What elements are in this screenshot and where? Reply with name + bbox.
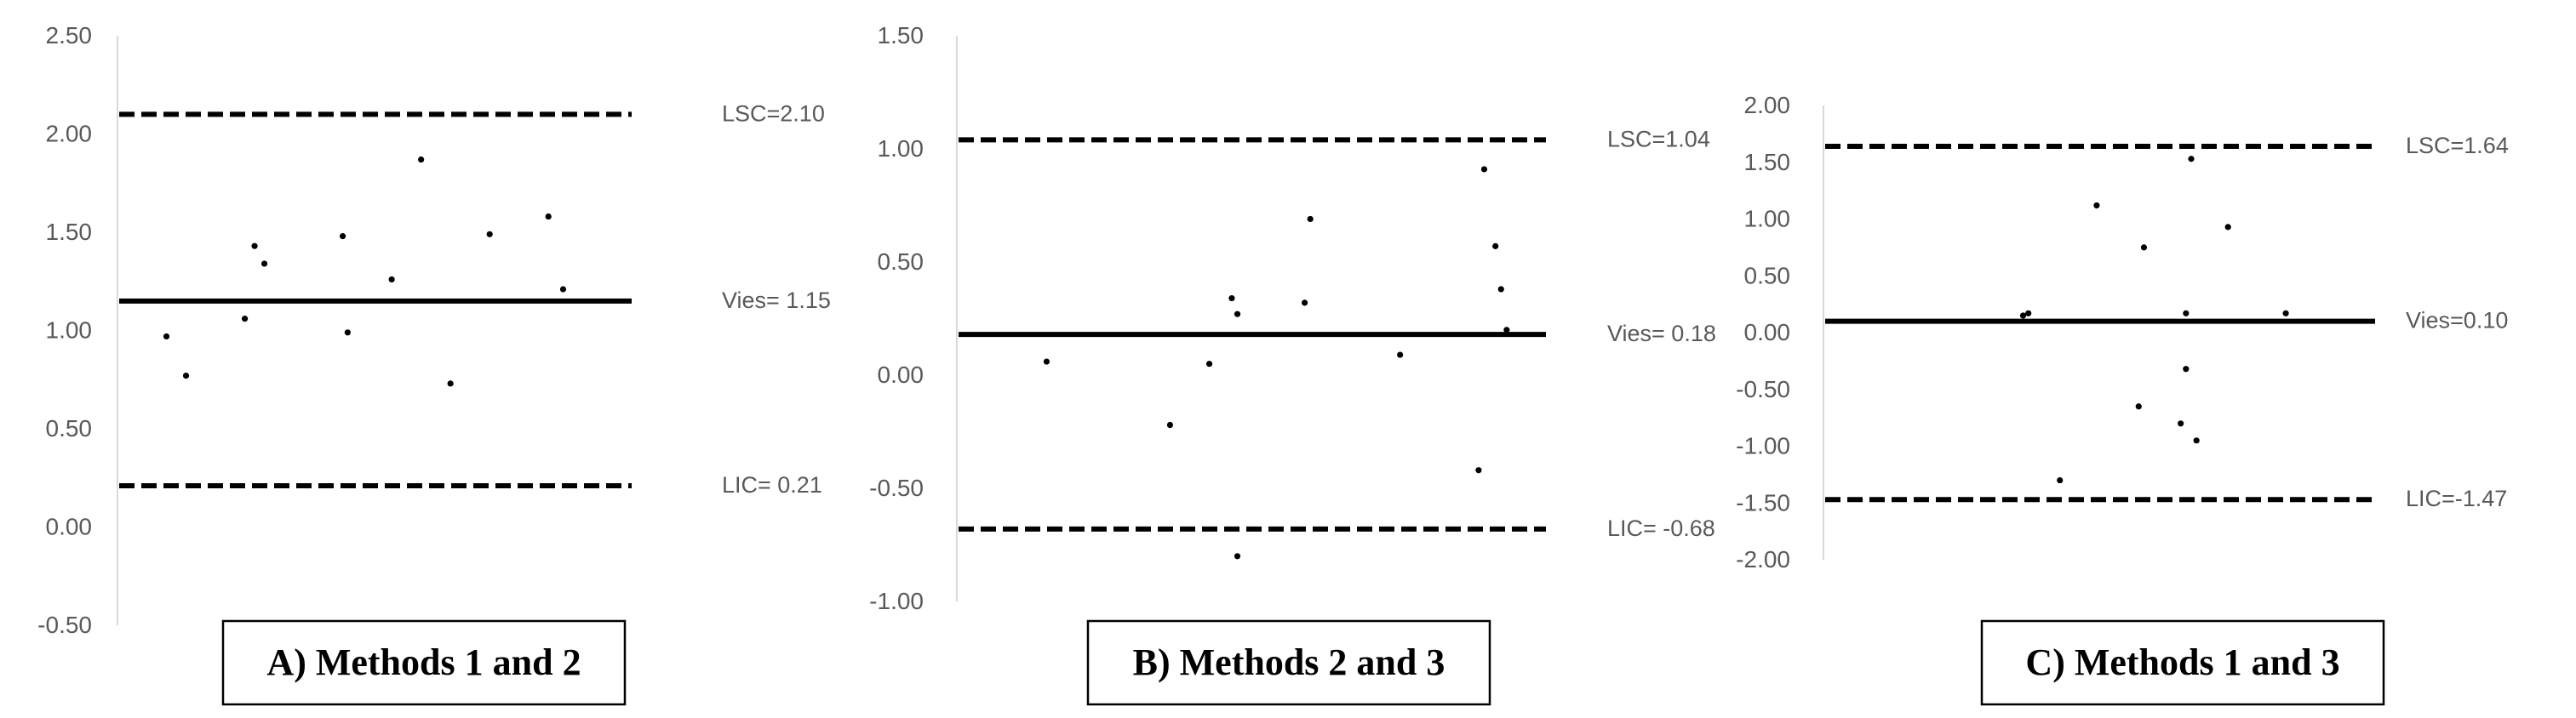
y-tick-label: 1.50 <box>1744 149 1791 175</box>
y-tick-label: 1.00 <box>878 135 924 162</box>
y-tick-label: 0.50 <box>878 248 924 275</box>
data-point <box>1166 421 1174 429</box>
data-point <box>2193 437 2200 444</box>
data-point <box>2025 310 2032 316</box>
caption-box <box>1980 619 2385 706</box>
y-tick-label: 0.50 <box>46 415 93 442</box>
data-point <box>1480 166 1488 173</box>
data-point <box>241 316 249 322</box>
data-point <box>545 213 552 220</box>
caption-box <box>1086 619 1491 706</box>
y-tick-label: 1.00 <box>46 317 93 344</box>
data-point <box>1234 311 1241 317</box>
data-point <box>559 286 567 293</box>
data-point <box>1228 294 1235 302</box>
y-tick-label: 0.00 <box>878 362 924 388</box>
y-tick-label: 2.00 <box>1744 92 1791 118</box>
reference-label-vies: Vies= 1.15 <box>722 288 831 313</box>
y-tick-label: 2.00 <box>46 121 93 147</box>
data-point <box>260 260 268 267</box>
panel-a: -0.50 0.00 0.50 1.00 1.50 2.00 2.50 LSC=2.10 Vie… <box>37 22 831 706</box>
reference-label-lsc: LSC=2.10 <box>722 100 825 126</box>
panel-c: -2.00 -1.50 -1.00 -0.50 0.00 0.50 1.00 1.50 2.00… <box>1736 92 2509 706</box>
panel-caption: B) Methods 2 and 3 <box>1133 641 1445 683</box>
data-point <box>447 380 454 387</box>
data-point <box>1397 351 1404 358</box>
data-point <box>2093 202 2100 209</box>
y-tick-label: 0.50 <box>1744 262 1791 288</box>
data-point <box>1234 553 1241 560</box>
data-point <box>1497 286 1504 293</box>
data-point <box>388 276 395 283</box>
data-point <box>2183 366 2190 373</box>
reference-label-vies: Vies=0.10 <box>2406 308 2508 333</box>
caption-box <box>221 619 627 706</box>
y-tick-label: 0.00 <box>1744 319 1791 345</box>
y-tick-label: 1.00 <box>1744 206 1791 232</box>
data-point <box>1475 467 1482 474</box>
data-point <box>486 231 493 237</box>
data-point <box>2188 156 2195 162</box>
y-tick-label: 1.50 <box>46 219 93 245</box>
y-tick-label: -1.00 <box>869 588 924 614</box>
y-tick-label: 1.50 <box>878 22 924 48</box>
data-point <box>1043 358 1050 365</box>
data-point <box>182 373 190 379</box>
reference-label-vies: Vies= 0.18 <box>1607 321 1716 346</box>
reference-label-lic: LIC= -0.68 <box>1607 516 1715 541</box>
y-tick-label: -1.00 <box>1736 433 1790 459</box>
y-tick-label: 2.50 <box>46 22 93 48</box>
y-tick-label: 0.00 <box>46 514 93 540</box>
data-point <box>1492 242 1499 249</box>
data-point <box>163 333 170 340</box>
reference-label-lic: LIC=-1.47 <box>2406 486 2507 511</box>
data-point <box>2183 310 2190 316</box>
panel-b: -1.00 -0.50 0.00 0.50 1.00 1.50 LSC=1.04 Vies= … <box>869 22 1716 706</box>
reference-label-lic: LIC= 0.21 <box>722 472 822 498</box>
y-tick-label: -0.50 <box>1736 376 1790 402</box>
data-point <box>2178 420 2184 427</box>
data-point <box>418 156 425 163</box>
data-point <box>2057 476 2064 484</box>
panel-caption: A) Methods 1 and 2 <box>266 641 581 683</box>
data-point <box>344 329 351 336</box>
data-point <box>2224 224 2231 231</box>
panel-caption: C) Methods 1 and 3 <box>2025 641 2339 683</box>
y-tick-label: -1.50 <box>1736 489 1790 516</box>
data-point <box>2282 310 2289 316</box>
data-point <box>1205 361 1213 368</box>
data-point <box>2019 312 2027 319</box>
y-tick-label: -0.50 <box>869 475 924 501</box>
data-point <box>340 233 346 240</box>
data-point <box>1302 299 1308 306</box>
y-tick-label: -0.50 <box>37 612 92 638</box>
y-tick-label: -2.00 <box>1736 546 1790 573</box>
data-point <box>251 242 258 249</box>
reference-label-lsc: LSC=1.04 <box>1607 126 1710 151</box>
reference-label-lsc: LSC=1.64 <box>2406 133 2509 158</box>
data-point <box>1307 215 1314 223</box>
data-point <box>2135 403 2142 410</box>
data-point <box>2140 244 2148 251</box>
data-point <box>1503 327 1510 333</box>
